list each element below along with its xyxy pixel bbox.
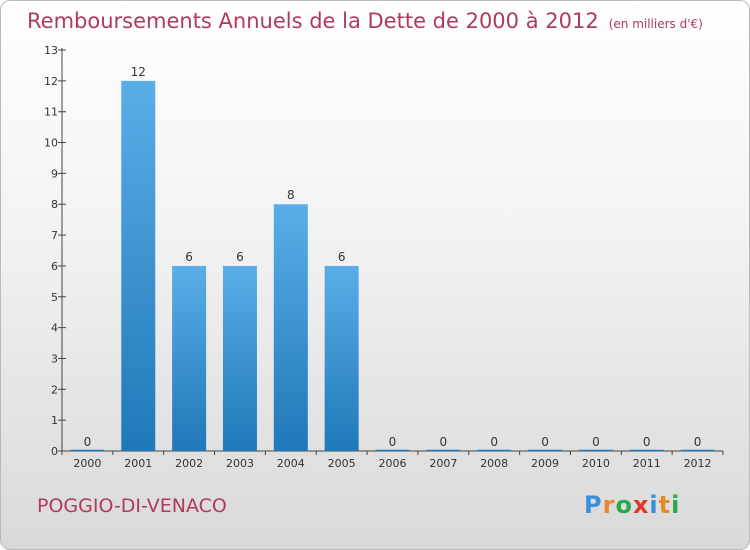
data-label: 12 — [131, 65, 146, 79]
data-label: 0 — [541, 435, 549, 449]
bar — [273, 204, 308, 451]
logo-letter: P — [584, 491, 603, 519]
y-tick-label: 1 — [51, 414, 58, 427]
x-tick-label: 2012 — [684, 457, 712, 470]
y-tick-label: 0 — [51, 445, 58, 458]
data-label: 0 — [490, 435, 498, 449]
bar — [121, 80, 156, 451]
data-label: 0 — [643, 435, 651, 449]
x-tick-label: 2007 — [429, 457, 457, 470]
x-tick-label: 2000 — [73, 457, 101, 470]
x-tick-label: 2011 — [633, 457, 661, 470]
data-label: 6 — [185, 250, 193, 264]
y-tick-label: 8 — [51, 198, 58, 211]
data-label: 0 — [592, 435, 600, 449]
logo-letter: o — [615, 491, 633, 519]
bar — [172, 265, 207, 451]
x-tick-label: 2001 — [124, 457, 152, 470]
y-tick-label: 13 — [44, 44, 58, 57]
y-tick-label: 6 — [51, 260, 58, 273]
data-label: 6 — [338, 250, 346, 264]
x-tick-label: 2002 — [175, 457, 203, 470]
x-tick-label: 2010 — [582, 457, 610, 470]
data-label: 0 — [84, 435, 92, 449]
x-tick-label: 2005 — [328, 457, 356, 470]
y-tick-label: 9 — [51, 167, 58, 180]
x-tick-label: 2006 — [379, 457, 407, 470]
y-tick-label: 5 — [51, 291, 58, 304]
x-tick-label: 2004 — [277, 457, 305, 470]
logo-letter: i — [649, 491, 659, 519]
logo-letter: i — [671, 491, 681, 519]
y-tick-label: 3 — [51, 352, 58, 365]
data-label: 0 — [389, 435, 397, 449]
logo-letter: r — [602, 491, 616, 519]
x-tick-label: 2008 — [480, 457, 508, 470]
y-tick-label: 4 — [51, 322, 58, 335]
proxiti-logo: Proxiti — [584, 491, 680, 519]
logo-letter: x — [632, 491, 650, 519]
y-tick-label: 12 — [44, 75, 58, 88]
bar — [222, 265, 257, 451]
chart-title: Remboursements Annuels de la Dette de 20… — [27, 9, 703, 33]
y-tick-label: 11 — [44, 106, 58, 119]
chart-title-text: Remboursements Annuels de la Dette de 20… — [27, 9, 599, 33]
commune-name: POGGIO-DI-VENACO — [37, 495, 227, 517]
bar — [324, 265, 359, 451]
data-label: 0 — [694, 435, 702, 449]
y-tick-label: 10 — [44, 137, 58, 150]
data-label: 6 — [236, 250, 244, 264]
logo-letter: t — [658, 491, 672, 519]
data-label: 8 — [287, 188, 295, 202]
x-tick-label: 2003 — [226, 457, 254, 470]
data-label: 0 — [440, 435, 448, 449]
y-tick-label: 2 — [51, 383, 58, 396]
y-tick-label: 7 — [51, 229, 58, 242]
x-tick-label: 2009 — [531, 457, 559, 470]
unit-label: (en milliers d'€) — [608, 17, 703, 31]
